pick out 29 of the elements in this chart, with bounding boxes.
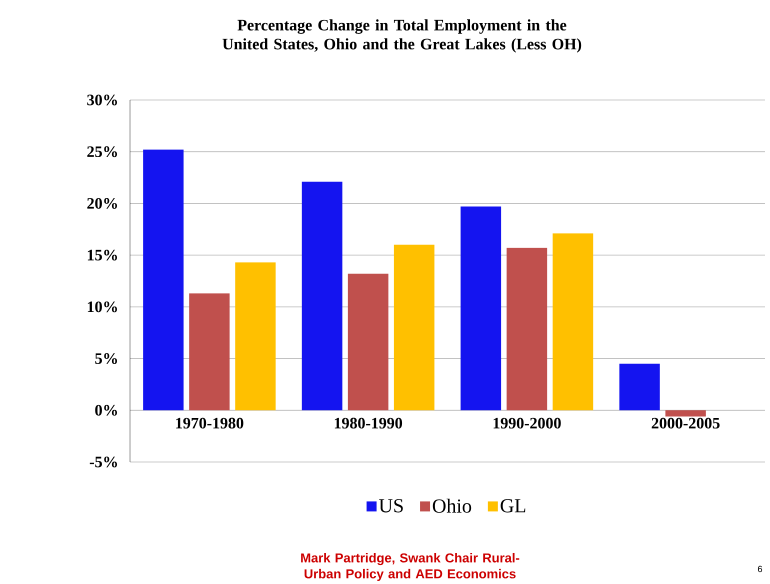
bar <box>143 149 184 410</box>
text: 6 <box>758 566 762 572</box>
legend-label: Ohio <box>432 498 472 513</box>
bar <box>348 274 388 410</box>
bar <box>394 244 434 410</box>
text: Mark Partridge, Swank Chair Rural-Urban Policy and AED Economics <box>301 552 520 581</box>
y-tick-label: 20% <box>87 198 117 209</box>
y-tick-label: 0% <box>95 404 117 416</box>
y-tick-label: 15% <box>88 250 117 260</box>
bar <box>189 293 230 410</box>
bar <box>665 410 706 416</box>
legend-label: US <box>379 498 403 512</box>
y-tick-label: 25% <box>87 146 117 157</box>
y-tick-label: 30% <box>87 94 117 106</box>
x-tick-label: 2000-2005 <box>652 418 720 428</box>
bar <box>619 364 660 410</box>
x-tick-label: 1970-1980 <box>176 418 244 428</box>
y-tick-label: -5% <box>90 456 117 468</box>
y-tick-label: 5% <box>95 353 117 364</box>
x-tick-label: 1990-2000 <box>494 418 561 428</box>
bar <box>235 262 276 410</box>
legend-label: GL <box>500 498 526 512</box>
y-tick-label: 10% <box>88 301 117 312</box>
bar <box>460 206 502 410</box>
bar <box>302 182 342 410</box>
bar <box>506 248 548 410</box>
chart-title: Percentage Change in Total Employment in the United States, Ohio and the Great Lakes (Less OH) <box>222 19 582 53</box>
bar <box>552 233 594 410</box>
x-tick-label: 1980-1990 <box>334 418 402 428</box>
